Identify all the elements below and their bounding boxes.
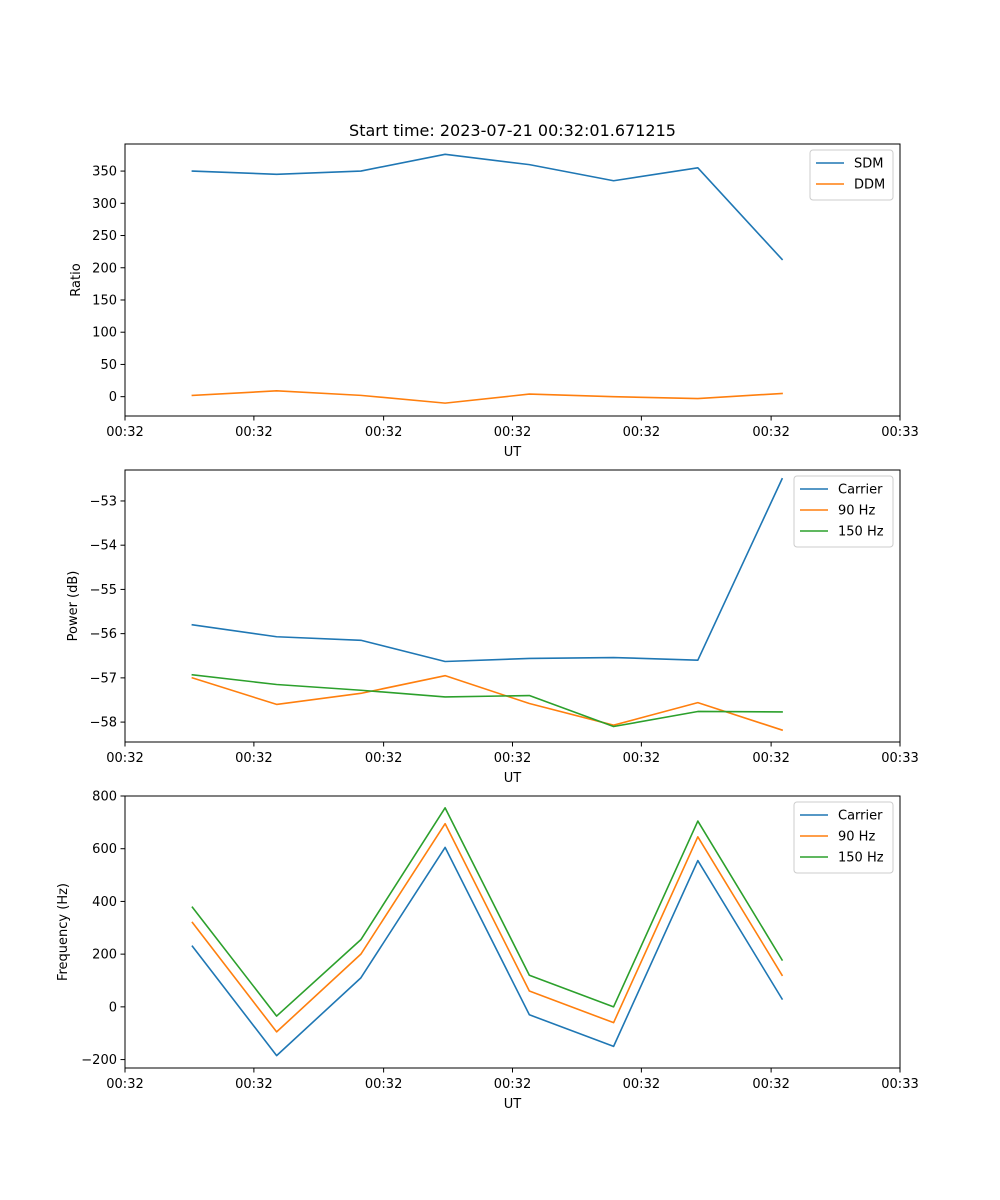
y-tick-label: −200 <box>81 1053 117 1068</box>
y-axis-label: Frequency (Hz) <box>56 883 71 981</box>
x-tick-label: 00:32 <box>235 425 272 440</box>
x-tick-label: 00:32 <box>235 1077 272 1092</box>
y-tick-label: 0 <box>109 390 117 405</box>
x-tick-label: 00:32 <box>623 1077 660 1092</box>
legend-label: Carrier <box>838 809 883 824</box>
series-line-150-hz <box>191 807 784 1017</box>
y-tick-label: −54 <box>90 539 117 554</box>
series-line-carrier <box>191 846 784 1057</box>
legend-label: Carrier <box>838 483 883 498</box>
y-tick-label: 400 <box>92 895 117 910</box>
x-tick-label: 00:33 <box>881 751 918 766</box>
y-tick-label: 350 <box>92 165 117 180</box>
x-tick-label: 00:32 <box>494 425 531 440</box>
y-tick-label: −56 <box>90 627 117 642</box>
y-tick-label: 200 <box>92 261 117 276</box>
x-tick-label: 00:33 <box>881 1077 918 1092</box>
x-axis-label: UT <box>504 771 522 786</box>
x-tick-label: 00:32 <box>752 751 789 766</box>
legend-label: 90 Hz <box>838 830 875 845</box>
y-tick-label: 100 <box>92 326 117 341</box>
legend: Carrier 90 Hz 150 Hz <box>793 801 894 874</box>
series-line-90-hz <box>191 674 784 732</box>
legend-label: 90 Hz <box>838 504 875 519</box>
x-tick-label: 00:32 <box>623 425 660 440</box>
x-axis-label: UT <box>504 445 522 460</box>
y-tick-label: 0 <box>109 1000 117 1015</box>
legend-label: 150 Hz <box>838 525 884 540</box>
chart-panel-2: 00:32 00:32 00:32 00:32 00:32 00:32 00:33 −58 −5… <box>66 469 919 786</box>
series-line-sdm <box>191 153 784 261</box>
y-axis-label: Ratio <box>69 263 84 296</box>
y-tick-label: 50 <box>100 358 117 373</box>
y-tick-label: −57 <box>90 671 117 686</box>
legend-label: SDM <box>854 157 883 172</box>
x-tick-label: 00:32 <box>365 1077 402 1092</box>
y-axis-label: Power (dB) <box>66 571 81 642</box>
y-tick-label: 250 <box>92 229 117 244</box>
x-tick-label: 00:32 <box>106 425 143 440</box>
y-tick-label: 800 <box>92 790 117 805</box>
legend-label: 150 Hz <box>838 851 884 866</box>
y-tick-label: −58 <box>90 716 117 731</box>
x-tick-label: 00:32 <box>494 751 531 766</box>
x-tick-label: 00:32 <box>623 751 660 766</box>
x-tick-label: 00:33 <box>881 425 918 440</box>
x-tick-label: 00:32 <box>235 751 272 766</box>
y-tick-label: −55 <box>90 583 117 598</box>
series-line-carrier <box>191 477 784 663</box>
x-tick-label: 00:32 <box>106 751 143 766</box>
legend-label: DDM <box>854 178 885 193</box>
figure-title: Start time: 2023-07-21 00:32:01.671215 <box>349 121 676 140</box>
x-tick-label: 00:32 <box>494 1077 531 1092</box>
series-line-ddm <box>191 390 783 404</box>
y-tick-label: 600 <box>92 842 117 857</box>
legend: Carrier 90 Hz 150 Hz <box>793 475 894 548</box>
chart-panel-3: 00:32 00:32 00:32 00:32 00:32 00:32 00:33 −200 0… <box>56 790 919 1113</box>
y-tick-label: 300 <box>92 197 117 212</box>
chart-panel-1: 00:32 00:32 00:32 00:32 00:32 00:32 00:33 0 50 10… <box>69 143 919 460</box>
series-line-150-hz <box>191 673 783 728</box>
x-axis-label: UT <box>504 1097 522 1112</box>
x-tick-label: 00:32 <box>752 1077 789 1092</box>
legend-box <box>793 475 894 548</box>
series-line-90-hz <box>191 822 784 1033</box>
x-tick-label: 00:32 <box>106 1077 143 1092</box>
x-tick-label: 00:32 <box>365 751 402 766</box>
x-tick-label: 00:32 <box>365 425 402 440</box>
y-tick-label: −53 <box>90 494 117 509</box>
legend: SDM DDM <box>809 149 894 201</box>
x-tick-label: 00:32 <box>752 425 789 440</box>
legend-box <box>793 801 894 874</box>
y-tick-label: 200 <box>92 948 117 963</box>
y-tick-label: 150 <box>92 293 117 308</box>
